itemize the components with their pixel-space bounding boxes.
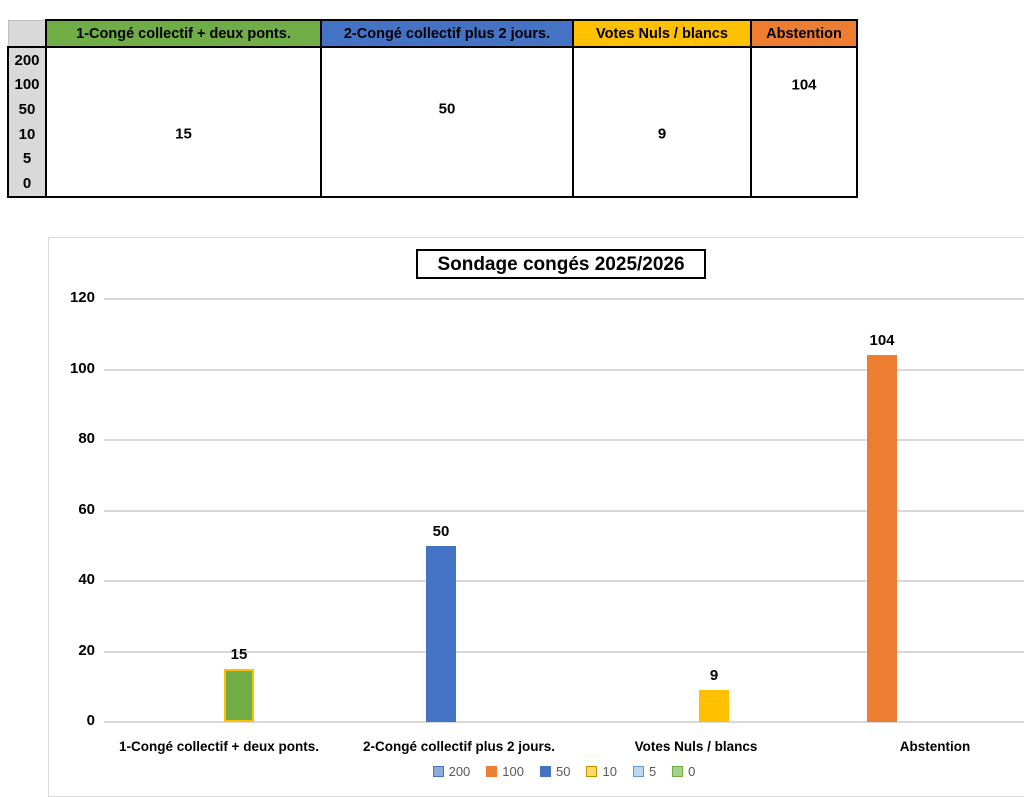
legend-item[interactable]: 200 bbox=[432, 764, 471, 779]
table-row-label[interactable]: 0 bbox=[7, 170, 47, 198]
table-cell-value: 15 bbox=[175, 125, 192, 143]
chart-title[interactable]: Sondage congés 2025/2026 bbox=[416, 249, 706, 279]
table-cell-value: 104 bbox=[791, 76, 817, 94]
table-header-cell[interactable]: Abstention bbox=[750, 19, 858, 48]
legend-label: 100 bbox=[502, 764, 524, 779]
y-axis-label: 20 bbox=[78, 641, 95, 659]
legend-swatch-icon bbox=[540, 766, 551, 777]
table-value-wrap: 9 bbox=[574, 48, 750, 195]
legend-label: 10 bbox=[602, 764, 617, 779]
bar[interactable] bbox=[426, 545, 456, 722]
y-axis-label: 120 bbox=[69, 289, 95, 306]
y-axis-label: 40 bbox=[78, 571, 95, 588]
category-label: 1-Congé collectif + deux ponts. bbox=[119, 739, 319, 754]
bar-value-label: 15 bbox=[230, 646, 248, 664]
summary-table-body: 200 15 50 9 104 100 50 10 5 0 bbox=[7, 46, 858, 198]
table-row-label[interactable]: 50 bbox=[7, 97, 47, 122]
legend-label: 5 bbox=[648, 764, 657, 779]
table-value-cell[interactable]: 15 bbox=[45, 46, 322, 198]
bar-value-label: 50 bbox=[432, 522, 450, 540]
y-axis-label: 60 bbox=[78, 500, 95, 518]
chart-legend[interactable]: 200 100 50 10 5 0 bbox=[49, 764, 1024, 779]
table-row: 100 bbox=[7, 72, 857, 98]
plot-area: 0 20 40 60 80 100 120 15 1-Congé collectif + deu… bbox=[49, 238, 1024, 796]
table-cell-value: 9 bbox=[657, 125, 667, 143]
table-row: 10 bbox=[7, 121, 857, 147]
table-corner-cell[interactable] bbox=[7, 19, 47, 48]
table-row-label[interactable]: 10 bbox=[7, 121, 47, 147]
table-value-cell[interactable]: 50 bbox=[320, 46, 574, 198]
bar[interactable] bbox=[867, 355, 897, 722]
legend-label: 200 bbox=[448, 764, 471, 779]
legend-swatch-icon bbox=[672, 766, 684, 777]
y-axis-label: 0 bbox=[86, 712, 95, 729]
legend-label: 0 bbox=[688, 764, 696, 779]
table-value-wrap: 104 bbox=[752, 48, 856, 195]
y-axis-label: 80 bbox=[78, 430, 95, 447]
bar-value-label: 9 bbox=[709, 667, 719, 685]
chart[interactable]: 0 20 40 60 80 100 120 15 1-Congé collectif + deu… bbox=[48, 237, 1024, 797]
bar[interactable] bbox=[699, 690, 729, 722]
table-row: 200 15 50 9 104 bbox=[7, 46, 858, 198]
table-row-label[interactable]: 100 bbox=[7, 72, 47, 98]
table-row: 5 bbox=[7, 146, 857, 171]
legend-item[interactable]: 100 bbox=[486, 764, 524, 779]
gridline bbox=[104, 650, 1024, 653]
gridline bbox=[104, 298, 1024, 300]
summary-table: 1-Congé collectif + deux ponts. 2-Congé c… bbox=[7, 19, 858, 198]
table-header-row: 1-Congé collectif + deux ponts. 2-Congé c… bbox=[7, 19, 858, 48]
legend-label: 50 bbox=[556, 764, 571, 779]
y-axis-label: 100 bbox=[69, 359, 95, 377]
table-row-label[interactable]: 200 bbox=[7, 46, 47, 73]
table-row-label[interactable]: 5 bbox=[7, 146, 47, 171]
table-value-wrap: 15 bbox=[47, 48, 320, 195]
legend-item[interactable]: 0 bbox=[672, 764, 695, 779]
gridline bbox=[104, 439, 1024, 441]
table-row: 50 bbox=[7, 97, 857, 122]
table-value-cell[interactable]: 104 bbox=[750, 46, 858, 198]
legend-item[interactable]: 5 bbox=[632, 764, 657, 779]
legend-swatch-icon bbox=[432, 766, 444, 777]
legend-item[interactable]: 50 bbox=[540, 764, 570, 779]
table-row: 0 bbox=[7, 170, 857, 198]
legend-swatch-icon bbox=[486, 766, 498, 777]
category-label: 2-Congé collectif plus 2 jours. bbox=[362, 739, 556, 754]
table-cell-value: 50 bbox=[438, 100, 456, 118]
category-label: Abstention bbox=[899, 739, 971, 754]
summary-table-header: 1-Congé collectif + deux ponts. 2-Congé c… bbox=[7, 19, 858, 48]
gridline bbox=[104, 580, 1024, 582]
gridline bbox=[104, 721, 1024, 723]
gridline bbox=[104, 509, 1024, 512]
legend-item[interactable]: 10 bbox=[586, 764, 617, 779]
table-header-cell[interactable]: Votes Nuls / blancs bbox=[572, 19, 752, 48]
table-value-cell[interactable]: 9 bbox=[572, 46, 752, 198]
bar-value-label: 104 bbox=[869, 332, 895, 350]
category-label: Votes Nuls / blancs bbox=[634, 739, 758, 754]
table-header-cell[interactable]: 1-Congé collectif + deux ponts. bbox=[45, 19, 322, 48]
gridline bbox=[104, 368, 1024, 371]
legend-swatch-icon bbox=[586, 766, 598, 777]
table-value-wrap: 50 bbox=[322, 48, 572, 195]
table-header-cell[interactable]: 2-Congé collectif plus 2 jours. bbox=[320, 19, 574, 48]
bar[interactable] bbox=[224, 669, 254, 722]
legend-swatch-icon bbox=[632, 766, 644, 777]
